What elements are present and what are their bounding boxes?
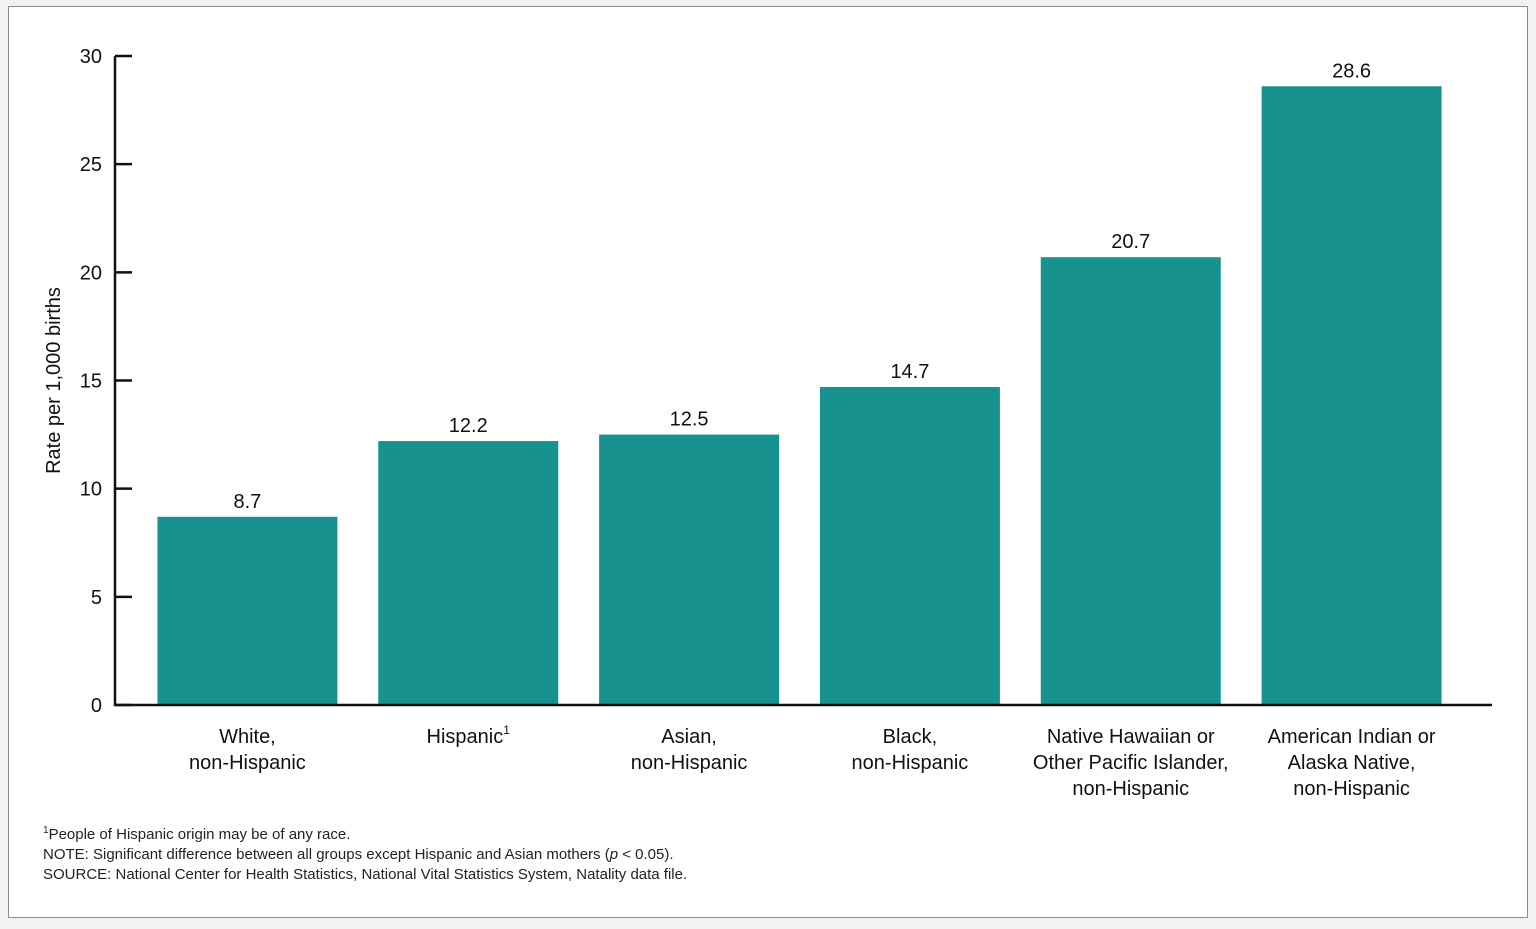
y-tick-label: 15 [80, 371, 102, 393]
y-tick-label: 5 [91, 587, 102, 609]
bar [599, 434, 780, 705]
note-p-value: p [609, 846, 619, 863]
category-label: Black, [883, 726, 937, 748]
category-label: Native Hawaiian or [1047, 726, 1215, 748]
y-axis: 0 5 10 15 20 25 30 [80, 46, 132, 717]
category-labels: White, non-Hispanic Hispanic1 Asian, non-His… [189, 723, 1436, 800]
y-tick-label: 30 [80, 46, 102, 68]
y-tick-label: 10 [80, 479, 102, 501]
category-label: non-Hispanic [1293, 778, 1410, 800]
bar [1261, 86, 1442, 705]
value-label: 12.2 [449, 415, 488, 437]
bar-series [157, 86, 1442, 705]
value-label: 14.7 [890, 361, 929, 383]
bar [1040, 257, 1221, 705]
y-tick-label: 25 [80, 154, 102, 176]
category-label: American Indian or [1268, 726, 1436, 748]
category-label: White, [219, 726, 276, 748]
value-label: 8.7 [234, 491, 262, 513]
bar-chart: 8.7 12.2 12.5 14.7 20.7 28.6 0 5 10 15 20 25 30 Whi… [43, 46, 1492, 800]
note-text: NOTE: Significant difference between all… [43, 846, 610, 863]
bar [819, 386, 1000, 705]
bar [378, 441, 559, 705]
category-label: Other Pacific Islander, [1033, 752, 1229, 774]
footnote-1: 1People of Hispanic origin may be of any… [43, 825, 687, 845]
category-label: Hispanic1 [427, 723, 511, 748]
source-line: SOURCE: National Center for Health Stati… [43, 866, 688, 883]
y-axis-label: Rate per 1,000 births [43, 287, 65, 474]
chart-frame: 8.7 12.2 12.5 14.7 20.7 28.6 0 5 10 15 20 25 30 Whi… [8, 6, 1528, 918]
category-label: non-Hispanic [631, 752, 748, 774]
category-label: Alaska Native, [1288, 752, 1416, 774]
category-label: non-Hispanic [189, 752, 306, 774]
category-label: Asian, [661, 726, 717, 748]
footnote-1-mark: 1 [43, 825, 49, 836]
value-label: 12.5 [670, 409, 709, 431]
category-label-superscript: 1 [503, 723, 510, 737]
footnote-1-text: People of Hispanic origin may be of any … [48, 826, 351, 843]
y-tick-label: 0 [91, 695, 102, 717]
note-line: NOTE: Significant difference between all… [43, 845, 687, 865]
category-label: non-Hispanic [852, 752, 969, 774]
value-labels: 8.7 12.2 12.5 14.7 20.7 28.6 [234, 60, 1372, 513]
value-label: 28.6 [1332, 60, 1371, 82]
y-tick-label: 20 [80, 262, 102, 284]
bar [157, 516, 338, 705]
note-text-end: < 0.05). [618, 846, 674, 863]
footnotes: 1People of Hispanic origin may be of any… [43, 825, 687, 885]
category-label: non-Hispanic [1072, 778, 1189, 800]
value-label: 20.7 [1111, 231, 1150, 253]
